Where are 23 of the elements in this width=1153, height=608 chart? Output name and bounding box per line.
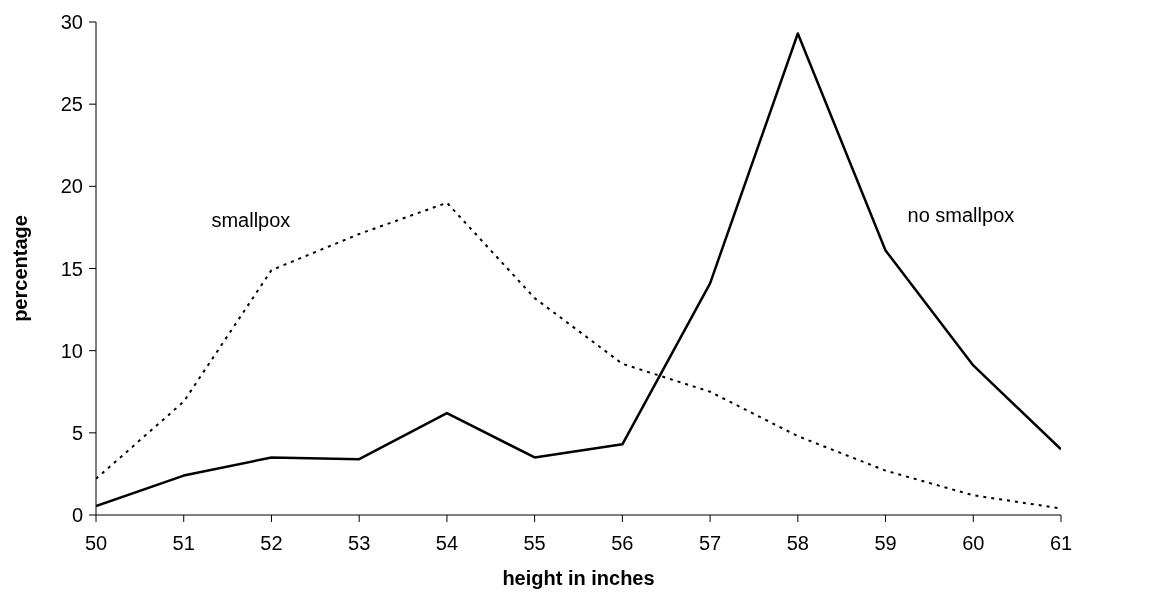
y-tick-label: 10 <box>60 339 83 362</box>
x-tick-label: 55 <box>523 532 546 555</box>
x-tick-label: 61 <box>1049 532 1073 555</box>
y-tick-label: 25 <box>60 93 83 116</box>
x-axis-title: height in inches <box>502 567 655 589</box>
x-tick-label: 50 <box>84 532 108 555</box>
x-tick-label: 51 <box>172 532 195 555</box>
y-tick-label: 5 <box>71 421 83 444</box>
x-tick-label: 56 <box>611 532 634 555</box>
y-tick-label: 30 <box>60 11 83 34</box>
series-label: smallpox <box>211 209 291 232</box>
x-tick-label: 60 <box>962 532 985 555</box>
x-tick-label: 53 <box>348 532 371 555</box>
x-tick-label: 59 <box>874 532 897 555</box>
y-axis-title: percentage <box>9 215 32 322</box>
y-tick-label: 15 <box>60 257 83 280</box>
x-tick-label: 52 <box>260 532 283 555</box>
y-tick-label: 0 <box>71 504 83 527</box>
y-tick-label: 20 <box>60 175 83 198</box>
x-tick-label: 57 <box>698 532 722 555</box>
x-tick-label: 54 <box>435 532 459 555</box>
x-tick-label: 58 <box>786 532 809 555</box>
series-label: no smallpox <box>907 204 1015 227</box>
